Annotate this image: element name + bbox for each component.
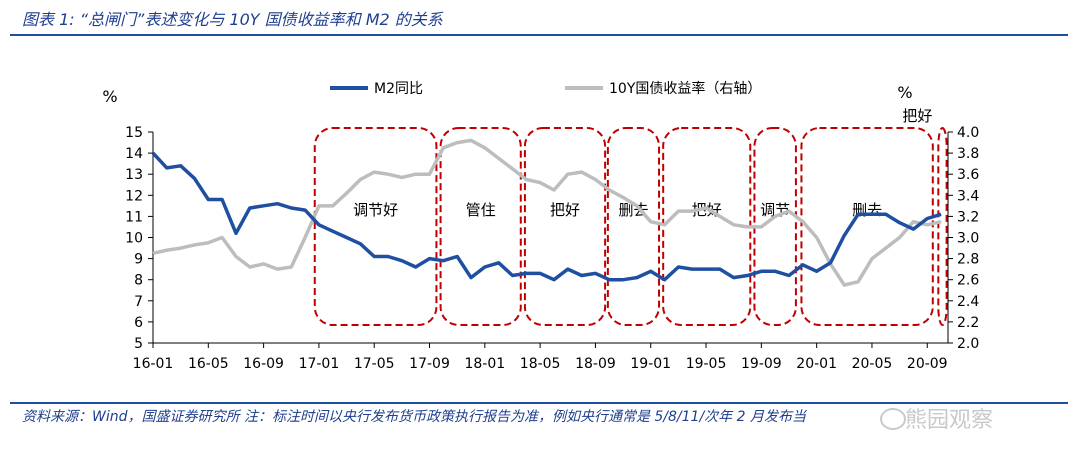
x-tick-label: 17-05 [354,356,395,372]
band-label: 删去 [618,201,648,219]
band-box [439,127,522,326]
right-tick-label: 3.0 [957,231,979,247]
wechat-icon [880,408,906,430]
x-tick-label: 20-09 [907,356,948,372]
x-tick-label: 18-05 [520,356,561,372]
band-box [313,127,438,326]
left-axis-unit: % [102,87,117,106]
band-label: 管住 [466,201,496,219]
left-tick-label: 13 [125,167,143,183]
series-line-m2 [151,151,942,282]
band-label: 把好 [902,107,932,125]
legend-label-yield: 10Y国债收益率（右轴） [609,80,761,97]
series-line-yield [152,138,942,287]
top-rule [10,34,1068,36]
x-tick-label: 16-05 [188,356,229,372]
left-tick-label: 10 [125,231,143,247]
x-tick-label: 19-01 [630,356,671,372]
right-tick-label: 2.4 [957,294,979,310]
x-tick-label: 16-09 [243,356,284,372]
watermark: 熊园观察 [905,408,994,433]
left-tick-label: 8 [134,273,143,289]
left-tick-label: 6 [134,315,143,331]
figure-title: 图表 1: “总闸门”表述变化与 10Y 国债收益率和 M2 的关系 [22,10,443,29]
x-tick-label: 20-05 [852,356,893,372]
x-tick-label: 18-09 [575,356,616,372]
x-tick-label: 19-09 [741,356,782,372]
left-tick-label: 7 [134,294,143,310]
right-tick-label: 3.2 [957,209,979,225]
x-tick-label: 19-05 [686,356,727,372]
left-tick-label: 11 [125,209,143,225]
left-tick-label: 12 [125,188,143,204]
band-label: 把好 [550,201,580,219]
left-tick-label: 5 [134,336,143,352]
right-tick-label: 2.2 [957,315,979,331]
right-tick-label: 3.8 [957,146,979,162]
x-tick-label: 17-09 [409,356,450,372]
right-tick-label: 2.6 [957,273,979,289]
source-note: 资料来源：Wind，国盛证券研究所 注：标注时间以央行发布货币政策执行报告为准，… [22,409,806,425]
band-label: 调节好 [353,201,398,219]
left-tick-label: 9 [134,252,143,268]
band-box [523,127,607,326]
band-box [606,127,661,326]
left-tick-label: 14 [125,146,143,162]
x-tick-label: 16-01 [133,356,174,372]
right-axis-unit: % [897,83,912,102]
right-tick-label: 2.8 [957,252,979,268]
right-tick-label: 2.0 [957,336,979,352]
x-tick-label: 18-01 [464,356,505,372]
bottom-rule [10,402,1068,404]
chart: 调节好 管住 把好 删去 把好 调节 删去把好151413121110987654.03.8… [102,80,979,372]
x-tick-label: 17-01 [299,356,340,372]
legend-label-m2: M2同比 [374,81,423,97]
x-tick-label: 20-01 [796,356,837,372]
band-box [800,127,934,326]
right-tick-label: 3.6 [957,167,979,183]
left-tick-label: 15 [125,125,143,141]
right-tick-label: 3.4 [957,188,979,204]
band-box [937,127,948,326]
right-tick-label: 4.0 [957,125,979,141]
